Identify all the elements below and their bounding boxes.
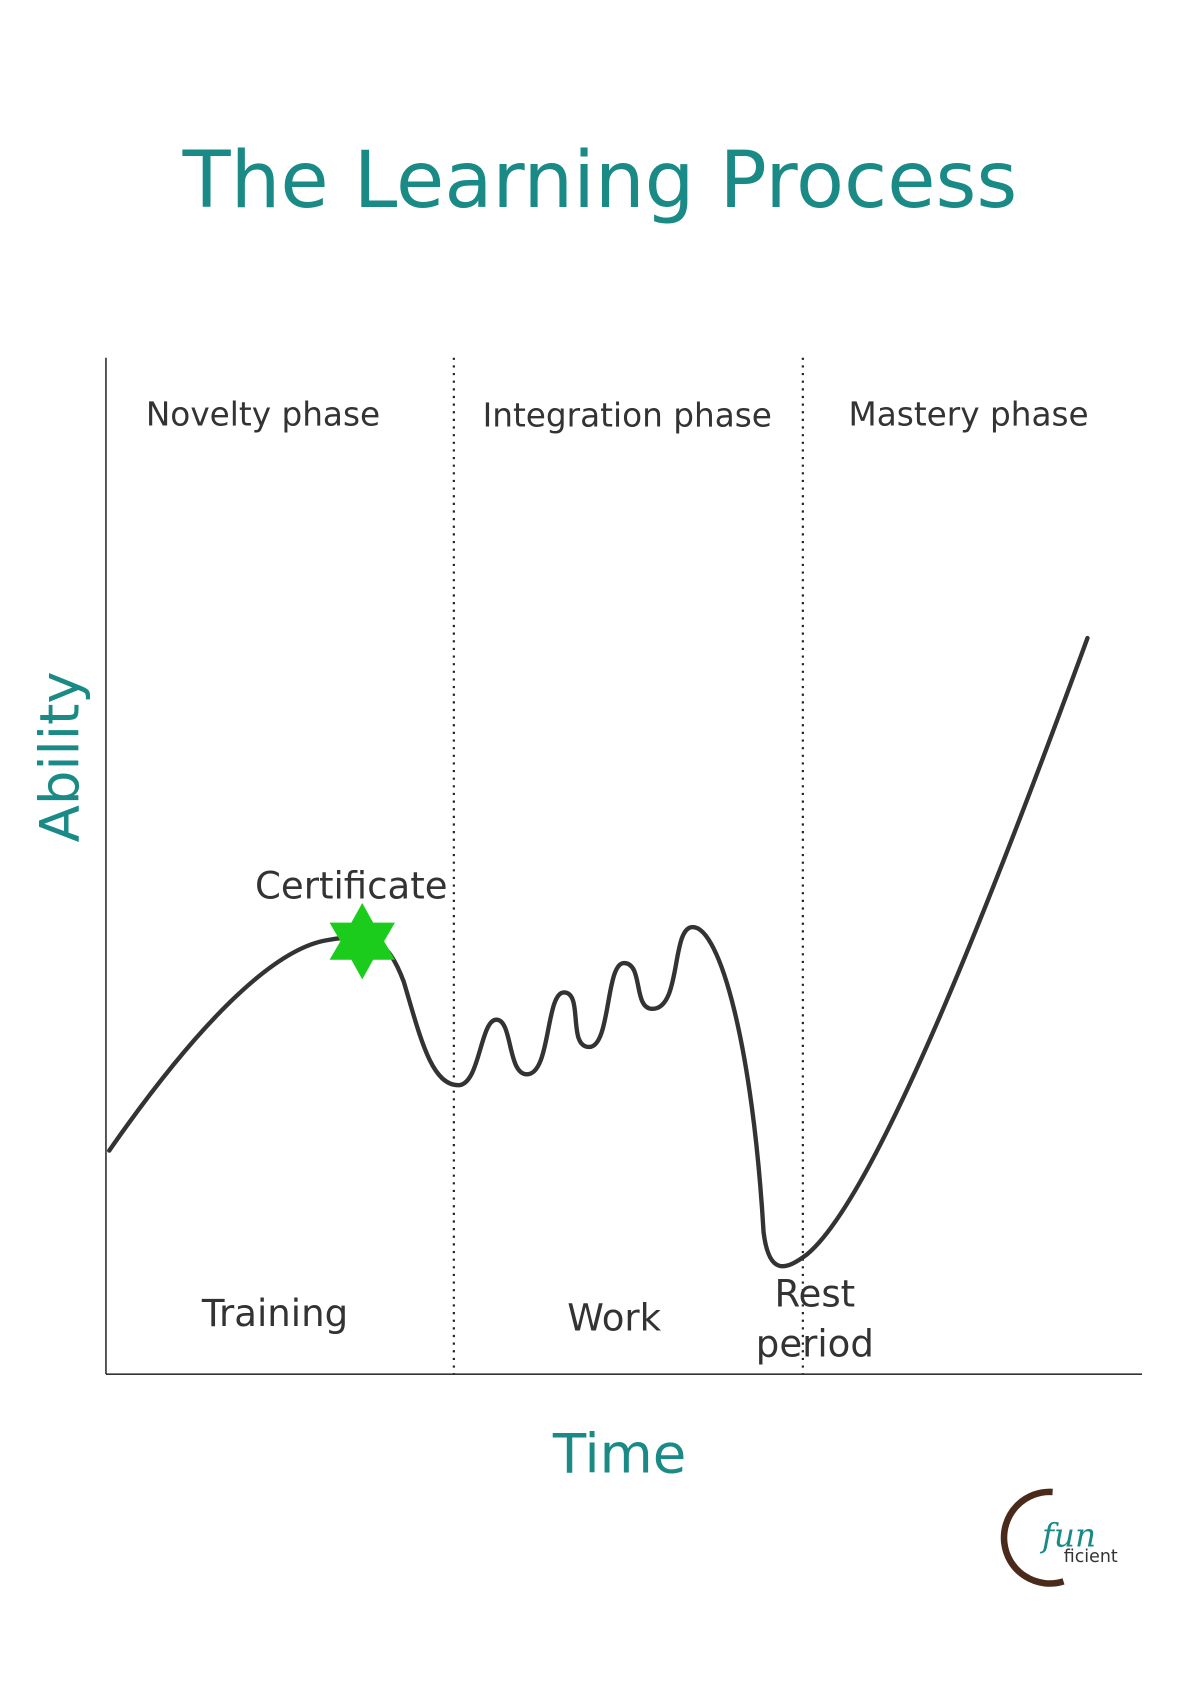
phase-label: Novelty phase xyxy=(146,395,380,433)
logo-text: ficient xyxy=(1064,1547,1118,1567)
activity-label: Rest xyxy=(774,1273,855,1316)
activity-label: period xyxy=(756,1323,874,1366)
activity-label: Training xyxy=(201,1292,348,1335)
phase-label: Integration phase xyxy=(483,396,772,434)
activity-label: Work xyxy=(567,1297,661,1340)
annotation: Certificate xyxy=(255,865,448,908)
certificate-star xyxy=(329,903,395,980)
phase-label: Mastery phase xyxy=(849,395,1089,433)
logo-text: fun xyxy=(1039,1516,1096,1554)
y-axis-label: Ability xyxy=(28,671,92,842)
logo-ring xyxy=(1000,1488,1065,1587)
logo: fun ficient xyxy=(1000,1488,1118,1587)
x-axis-label: Time xyxy=(552,1421,686,1485)
learning-curve xyxy=(107,635,1090,1269)
title: The Learning Process xyxy=(182,134,1018,226)
